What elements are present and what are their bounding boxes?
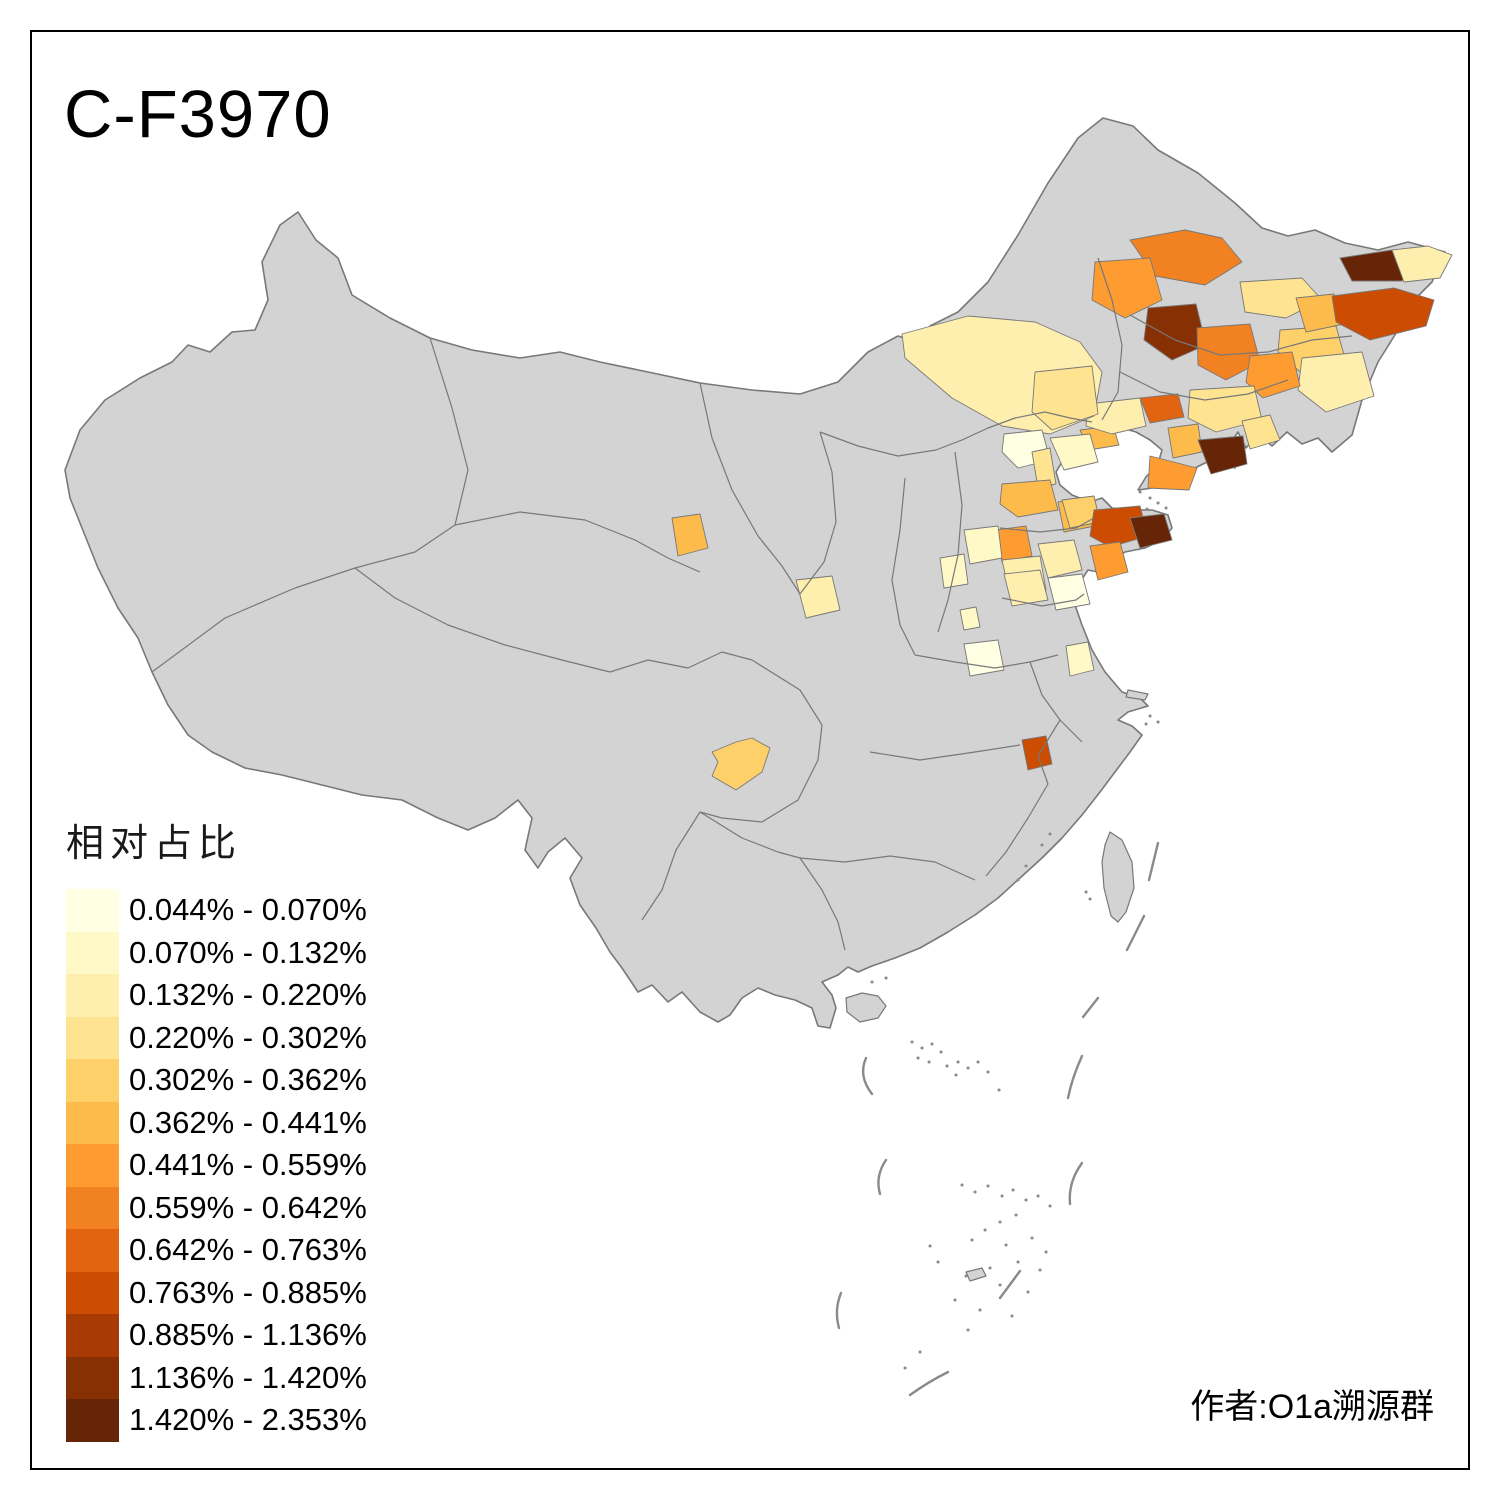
map-region [1245,351,1301,399]
map-region [1089,541,1129,581]
map-region [1143,303,1207,361]
map-region [1049,433,1099,471]
legend-entry: 1.136% - 1.420% [66,1356,367,1399]
legend-swatch [66,1314,119,1357]
legend-entry: 0.070% - 0.132% [66,931,367,974]
map-region [1065,641,1095,677]
islands [845,490,1168,1370]
small-islands-dots [870,490,1168,1370]
legend-label: 0.220% - 0.302% [129,1019,367,1055]
map-region [1196,323,1261,381]
south-sea-islet [965,1267,987,1282]
legend-entry: 0.044% - 0.070% [66,889,367,932]
legend-label: 0.559% - 0.642% [129,1189,367,1225]
legend-swatch [66,889,119,932]
legend-entry: 0.441% - 0.559% [66,1144,367,1187]
legend-label: 1.420% - 2.353% [129,1402,367,1438]
legend-entry: 0.132% - 0.220% [66,974,367,1017]
map-region [963,639,1005,677]
map-region [999,479,1059,518]
map-region [1047,573,1091,611]
legend-swatch [66,1101,119,1144]
legend-entry: 0.362% - 0.441% [66,1101,367,1144]
legend-label: 0.885% - 1.136% [129,1317,367,1353]
hainan-island [845,992,887,1023]
legend-swatch [66,931,119,974]
map-region [1147,455,1198,491]
legend-label: 0.763% - 0.885% [129,1274,367,1310]
legend-swatch [66,1399,119,1442]
legend-label: 0.044% - 0.070% [129,892,367,928]
map-region [1167,423,1203,459]
chongming-island [1125,689,1149,701]
map-region [1003,569,1049,607]
legend-entry: 1.420% - 2.353% [66,1399,367,1442]
legend: 相对占比 0.044% - 0.070% 0.070% - 0.132% 0.132… [66,812,367,1442]
legend-swatch [66,1271,119,1314]
nine-dash-line [835,841,1160,1397]
legend-label: 0.132% - 0.220% [129,977,367,1013]
map-region [959,606,981,631]
legend-entry: 0.763% - 0.885% [66,1271,367,1314]
map-region [671,513,709,557]
legend-swatch [66,1059,119,1102]
legend-rows: 0.044% - 0.070% 0.070% - 0.132% 0.132% - 0… [66,889,367,1442]
legend-label: 0.441% - 0.559% [129,1147,367,1183]
map-region [1089,505,1149,548]
legend-swatch [66,974,119,1017]
attribution: 作者:O1a溯源群 [1190,1388,1434,1426]
plot-frame [30,30,1470,1470]
legend-label: 0.642% - 0.763% [129,1232,367,1268]
map-region [1091,257,1163,319]
legend-entry: 0.885% - 1.136% [66,1314,367,1357]
province-borders [151,257,1353,951]
legend-swatch [66,1186,119,1229]
legend-title: 相对占比 [66,823,243,865]
map-region [1241,414,1281,450]
map-region [711,737,771,791]
legend-label: 1.136% - 1.420% [129,1359,367,1395]
choropleth-regions [671,229,1453,791]
map-region [1085,397,1147,435]
page-title: C-F3970 [64,77,332,152]
legend-label: 0.070% - 0.132% [129,934,367,970]
map-region [1031,447,1057,489]
legend-swatch [66,1356,119,1399]
map-region [1331,287,1435,341]
legend-swatch [66,1016,119,1059]
legend-label: 0.362% - 0.441% [129,1104,367,1140]
map-region [1139,393,1185,424]
legend-swatch [66,1144,119,1187]
legend-entry: 0.302% - 0.362% [66,1059,367,1102]
map-region [1129,513,1173,549]
map-region [795,575,841,619]
map-region [1391,245,1453,283]
map-region [1031,365,1099,431]
map-region [1197,435,1248,475]
legend-entry: 0.559% - 0.642% [66,1186,367,1229]
map-region [1037,539,1083,579]
legend-label: 0.302% - 0.362% [129,1062,367,1098]
legend-entry: 0.220% - 0.302% [66,1016,367,1059]
legend-swatch [66,1229,119,1272]
map-region [963,525,1003,565]
taiwan-island [1101,831,1135,923]
legend-entry: 0.642% - 0.763% [66,1229,367,1272]
